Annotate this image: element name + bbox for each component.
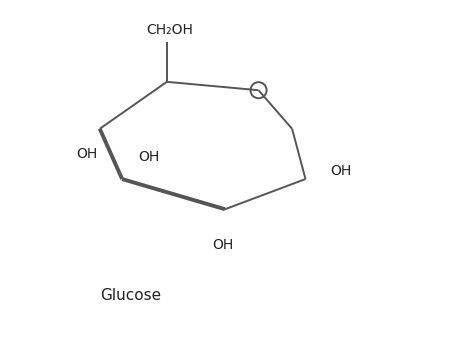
Text: Glucose: Glucose	[100, 288, 161, 303]
Text: OH: OH	[138, 150, 159, 164]
Text: OH: OH	[330, 164, 351, 178]
Text: CH₂OH: CH₂OH	[147, 23, 194, 37]
Text: OH: OH	[212, 238, 234, 252]
Text: OH: OH	[76, 147, 98, 161]
